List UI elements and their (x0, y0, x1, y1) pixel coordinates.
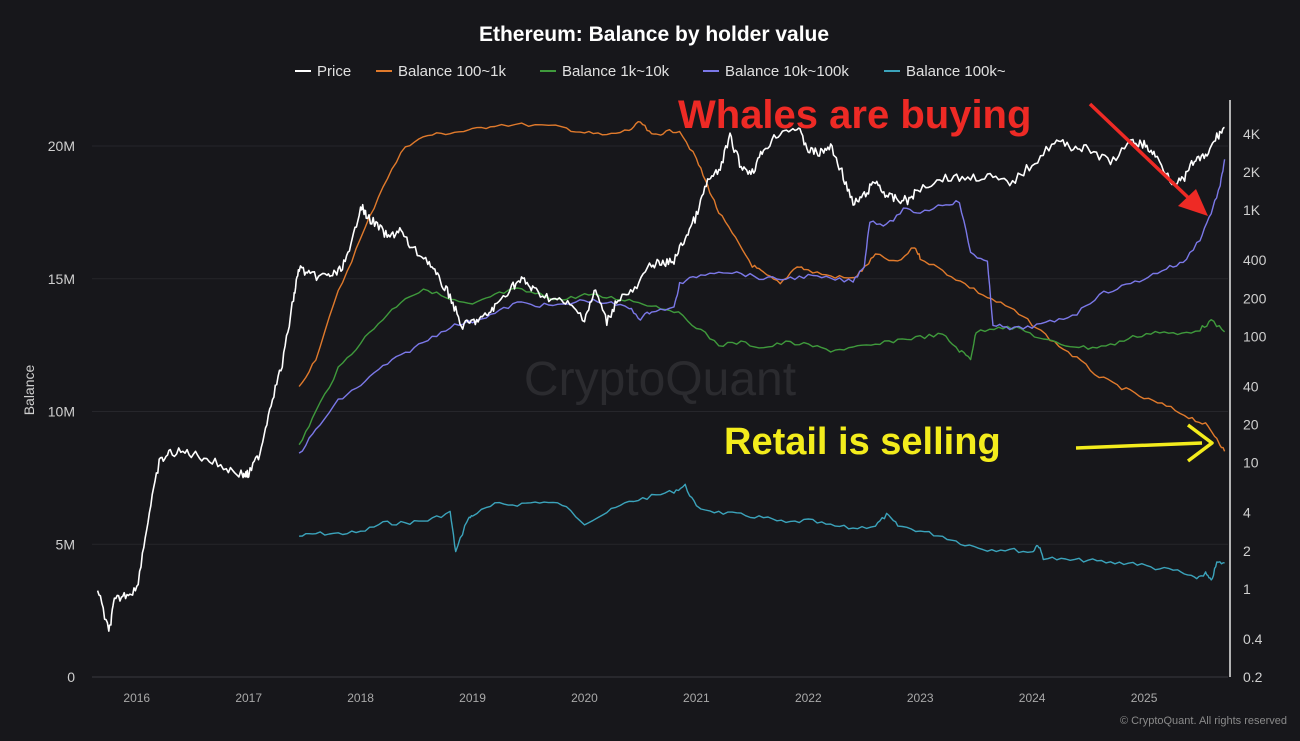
x-tick-label: 2023 (907, 691, 934, 705)
retail-annotation: Retail is selling (724, 421, 1214, 463)
x-tick-label: 2016 (123, 691, 150, 705)
x-axis-ticks: 2016 2017 2018 2019 2020 2021 2022 2023 2024 2025 (123, 691, 1157, 705)
y-right-tick-label: 10 (1243, 455, 1259, 471)
y-right-tick-label: 1 (1243, 581, 1251, 597)
series-line-balance-100k- (299, 483, 1225, 581)
series-line-price (96, 126, 1225, 632)
series-line-balance-10k-100k (298, 159, 1226, 454)
y-left-tick-label: 20M (48, 138, 75, 154)
x-tick-label: 2025 (1131, 691, 1158, 705)
whales-arrow-line (1088, 102, 1198, 207)
whales-annotation: Whales are buying (678, 93, 1208, 216)
grid-lines (92, 145, 1228, 545)
x-tick-label: 2020 (571, 691, 598, 705)
whales-annotation-text: Whales are buying (678, 93, 1031, 137)
whales-arrow-head (1178, 189, 1208, 216)
x-tick-label: 2017 (235, 691, 262, 705)
legend-label: Balance 1k~10k (562, 63, 670, 80)
x-tick-label: 2019 (459, 691, 486, 705)
x-tick-label: 2024 (1019, 691, 1046, 705)
right-axis-ticks: 4K 2K 1K 400 200 100 40 20 10 4 2 1 0.4 0.2 (1243, 126, 1267, 685)
y-right-tick-label: 2 (1243, 543, 1251, 559)
y-axis-label: Balance (21, 364, 37, 415)
legend-label: Balance 100k~ (906, 63, 1006, 80)
watermark: CryptoQuant (524, 353, 796, 406)
left-axis-ticks: 0 5M 10M 15M 20M (48, 138, 75, 685)
chart-title: Ethereum: Balance by holder value (479, 23, 829, 46)
legend-label: Balance 100~1k (398, 63, 507, 80)
y-left-tick-label: 15M (48, 271, 75, 287)
y-left-tick-label: 10M (48, 404, 75, 420)
legend-label: Price (317, 63, 351, 80)
retail-annotation-text: Retail is selling (724, 421, 1001, 463)
legend: Price Balance 100~1k Balance 1k~10k Balance… (295, 63, 1006, 80)
y-right-tick-label: 0.4 (1243, 631, 1263, 647)
legend-label: Balance 10k~100k (725, 63, 849, 80)
series-line-balance-100-1k (298, 120, 1226, 452)
y-right-tick-label: 4K (1243, 126, 1261, 142)
y-right-tick-label: 100 (1243, 328, 1267, 344)
x-tick-label: 2022 (795, 691, 822, 705)
series-lines (96, 120, 1226, 632)
y-left-tick-label: 0 (67, 669, 75, 685)
retail-arrow-line (1075, 441, 1203, 450)
y-right-tick-label: 4 (1243, 505, 1251, 521)
series-line-balance-1k-10k (298, 287, 1226, 446)
y-right-tick-label: 1K (1243, 202, 1261, 218)
y-right-tick-label: 400 (1243, 252, 1267, 268)
y-right-tick-label: 2K (1243, 164, 1261, 180)
y-right-tick-label: 0.2 (1243, 669, 1263, 685)
y-left-tick-label: 5M (56, 536, 75, 552)
copyright-text: © CryptoQuant. All rights reserved (1120, 715, 1287, 727)
y-right-tick-label: 200 (1243, 290, 1267, 306)
x-tick-label: 2018 (347, 691, 374, 705)
y-right-tick-label: 40 (1243, 378, 1259, 394)
retail-arrow-head (1186, 423, 1214, 463)
x-tick-label: 2021 (683, 691, 710, 705)
y-right-tick-label: 20 (1243, 417, 1259, 433)
